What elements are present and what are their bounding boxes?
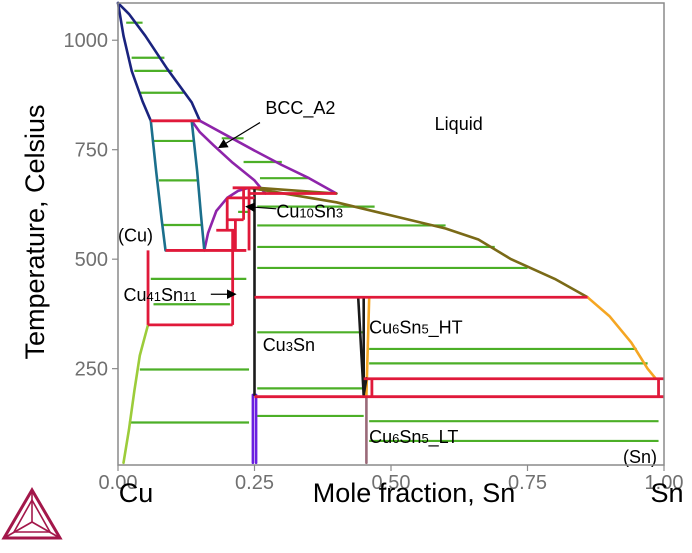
logo-icon xyxy=(1,487,63,540)
phase-label-2: Cu10Sn3 xyxy=(276,202,343,222)
x-tick-label-0: 0.00 xyxy=(99,472,138,494)
x-axis-right-end-label: Sn xyxy=(650,478,683,508)
annotations-layer: Liquid BCC_A2 Cu10Sn3 (Cu) Cu41Sn11 Cu3Sn Cu6S… xyxy=(118,98,657,467)
phase-label-arrow-1 xyxy=(217,122,261,149)
boundaries-layer xyxy=(116,1,658,465)
phase-label-arrow-2 xyxy=(245,202,277,213)
y-ticks: 250 500 750 1000 xyxy=(64,30,118,381)
phase-label-5: Cu3Sn xyxy=(263,335,315,355)
y-tick-label-3: 1000 xyxy=(64,30,109,52)
phase-boundary-6 xyxy=(190,119,206,252)
phase-boundary-2 xyxy=(198,119,338,195)
phase-label-8: (Sn) xyxy=(623,447,657,467)
phase-boundary-4 xyxy=(203,186,251,252)
x-tick-label-2: 0.50 xyxy=(372,472,411,494)
y-tick-label-0: 250 xyxy=(75,359,108,381)
x-ticks: 0.00 0.25 0.50 0.75 1.00 xyxy=(99,465,684,494)
phase-label-6: Cu6Sn5_HT xyxy=(369,318,463,339)
phase-label-4: Cu41Sn11 xyxy=(123,285,196,305)
phase-boundary-17 xyxy=(356,295,368,397)
y-tick-label-2: 750 xyxy=(75,140,108,162)
x-axis-left-end-label: Cu xyxy=(119,478,154,508)
phase-label-3: (Cu) xyxy=(118,226,153,246)
x-tick-label-1: 0.25 xyxy=(235,472,274,494)
phase-boundary-1 xyxy=(116,1,153,123)
phase-label-7: Cu6Sn5_LT xyxy=(369,427,458,448)
phase-label-0: Liquid xyxy=(435,114,483,134)
invariants-layer xyxy=(146,119,664,399)
x-tick-label-3: 0.75 xyxy=(508,472,547,494)
y-axis-title: Temperature, Celsius xyxy=(20,104,50,359)
y-tick-label-1: 500 xyxy=(75,249,108,271)
phase-label-1: BCC_A2 xyxy=(265,98,335,119)
phase-boundary-10 xyxy=(122,323,150,465)
tielines-layer xyxy=(126,21,659,443)
phase-boundary-0 xyxy=(116,1,202,123)
phase-boundary-9 xyxy=(586,295,658,381)
x-axis-title: Mole fraction, Sn xyxy=(313,478,516,508)
phase-boundary-5 xyxy=(149,119,167,252)
phase-boundary-7 xyxy=(247,186,589,299)
phase-boundary-3 xyxy=(190,119,267,195)
x-tick-label-4: 1.00 xyxy=(645,472,684,494)
